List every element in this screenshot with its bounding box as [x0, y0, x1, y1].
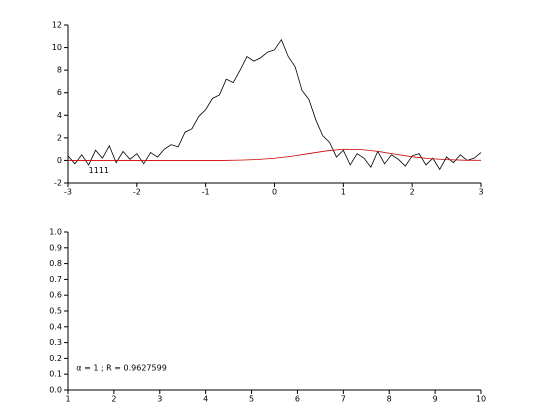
- x-tick-label: 0: [272, 188, 277, 197]
- x-tick-label: 5: [249, 395, 254, 404]
- y-tick-label: 2: [57, 133, 62, 142]
- y-tick-label: 0.1: [49, 370, 62, 379]
- series-line: [68, 148, 482, 161]
- y-tick-label: 0.4: [49, 322, 62, 331]
- series-line: [67, 38, 482, 171]
- y-tick-label: 0.6: [49, 291, 62, 300]
- y-tick-label: 0.8: [49, 259, 62, 268]
- y-tick-label: 0: [57, 156, 62, 165]
- x-tick-label: 10: [476, 395, 486, 404]
- y-tick-label: 0.9: [49, 243, 62, 252]
- annotation: 1111: [89, 166, 109, 175]
- y-tick-label: 0.5: [49, 307, 62, 316]
- annotation: α = 1 ; R = 0.9627599: [76, 363, 167, 372]
- y-tick-label: 0.7: [49, 275, 62, 284]
- y-tick-label: 0.2: [49, 354, 62, 363]
- y-tick-label: 8: [57, 66, 62, 75]
- y-tick-label: 0.3: [49, 338, 62, 347]
- y-tick-label: 6: [57, 88, 62, 97]
- y-tick-label: 0.0: [49, 386, 62, 395]
- x-tick-label: 7: [341, 395, 346, 404]
- x-tick-label: 6: [295, 395, 300, 404]
- y-tick-label: 4: [57, 111, 62, 120]
- y-tick-label: 1.0: [49, 228, 62, 237]
- x-tick-label: -3: [64, 188, 72, 197]
- x-tick-label: 8: [387, 395, 392, 404]
- x-tick-label: 3: [478, 188, 483, 197]
- x-tick-label: 2: [111, 395, 116, 404]
- x-tick-label: -1: [202, 188, 210, 197]
- x-tick-label: 9: [433, 395, 438, 404]
- x-tick-label: 1: [341, 188, 346, 197]
- x-tick-label: 2: [410, 188, 415, 197]
- y-tick-label: -2: [54, 179, 62, 188]
- y-tick-label: 10: [52, 43, 62, 52]
- x-tick-label: -2: [133, 188, 141, 197]
- x-tick-label: 1: [65, 395, 70, 404]
- x-tick-label: 4: [203, 395, 208, 404]
- x-tick-label: 3: [157, 395, 162, 404]
- y-tick-label: 12: [52, 21, 62, 30]
